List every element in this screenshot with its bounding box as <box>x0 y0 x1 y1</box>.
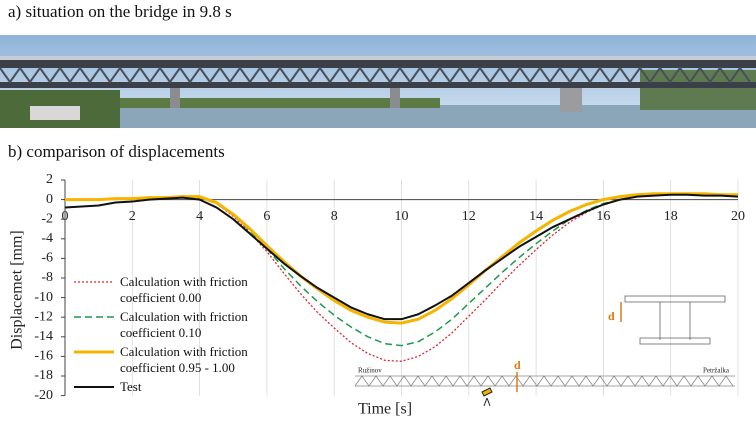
x-tick-label: 16 <box>596 209 610 224</box>
annotation: Petržalka <box>703 367 730 375</box>
legend-item: Calculation with friction coefficient 0.… <box>72 309 287 341</box>
panel-b-title: b) comparison of displacements <box>8 142 225 161</box>
legend-swatch <box>74 350 114 354</box>
truss-inset <box>354 375 735 387</box>
legend-swatch <box>74 316 114 318</box>
annotation: d <box>514 358 521 372</box>
x-tick-label: 12 <box>462 209 476 224</box>
y-tick-label: -18 <box>34 368 53 383</box>
y-tick-label: -20 <box>34 388 53 403</box>
legend-swatch <box>74 386 114 388</box>
legend-swatch <box>74 281 114 283</box>
cross-section-inset <box>624 295 726 345</box>
y-axis-label: Displacemet [mm] <box>9 230 26 350</box>
legend: Calculation with friction coefficient 0.… <box>72 274 287 398</box>
panel-a-title: a) situation on the bridge in 9.8 s <box>8 2 232 21</box>
legend-label: Calculation with friction coefficient 0.… <box>120 344 248 375</box>
x-tick-label: 14 <box>529 209 543 224</box>
x-tick-label: 8 <box>331 209 338 224</box>
y-tick-label: -4 <box>41 231 53 246</box>
y-tick-label: -14 <box>34 329 53 344</box>
y-tick-label: -2 <box>41 211 53 226</box>
x-tick-label: 18 <box>664 209 678 224</box>
y-tick-label: -16 <box>34 349 53 364</box>
x-tick-label: 2 <box>129 209 136 224</box>
legend-label: Calculation with friction coefficient 0.… <box>120 309 248 340</box>
series-line <box>64 193 739 321</box>
x-tick-label: 6 <box>263 209 270 224</box>
annotation: Ružinov <box>358 367 382 375</box>
bridge-photo <box>0 35 756 128</box>
x-tick-label: 10 <box>395 209 409 224</box>
y-tick-label: -6 <box>41 251 53 266</box>
legend-label: Test <box>120 379 142 394</box>
y-tick-label: -8 <box>41 270 53 285</box>
legend-item: Calculation with friction coefficient 0.… <box>72 344 287 376</box>
annotation: d <box>608 309 615 323</box>
y-tick-label: -12 <box>34 309 53 324</box>
y-tick-label: -10 <box>34 290 53 305</box>
legend-item: Calculation with friction coefficient 0.… <box>72 274 287 306</box>
x-tick-label: 4 <box>196 209 203 224</box>
camera-icon <box>481 387 493 407</box>
legend-label: Calculation with friction coefficient 0.… <box>120 274 248 305</box>
legend-item: Test <box>72 379 287 395</box>
x-tick-label: 20 <box>731 209 745 224</box>
x-axis-label: Time [s] <box>358 401 412 418</box>
y-tick-label: 2 <box>46 172 53 187</box>
y-tick-label: 0 <box>46 192 53 207</box>
